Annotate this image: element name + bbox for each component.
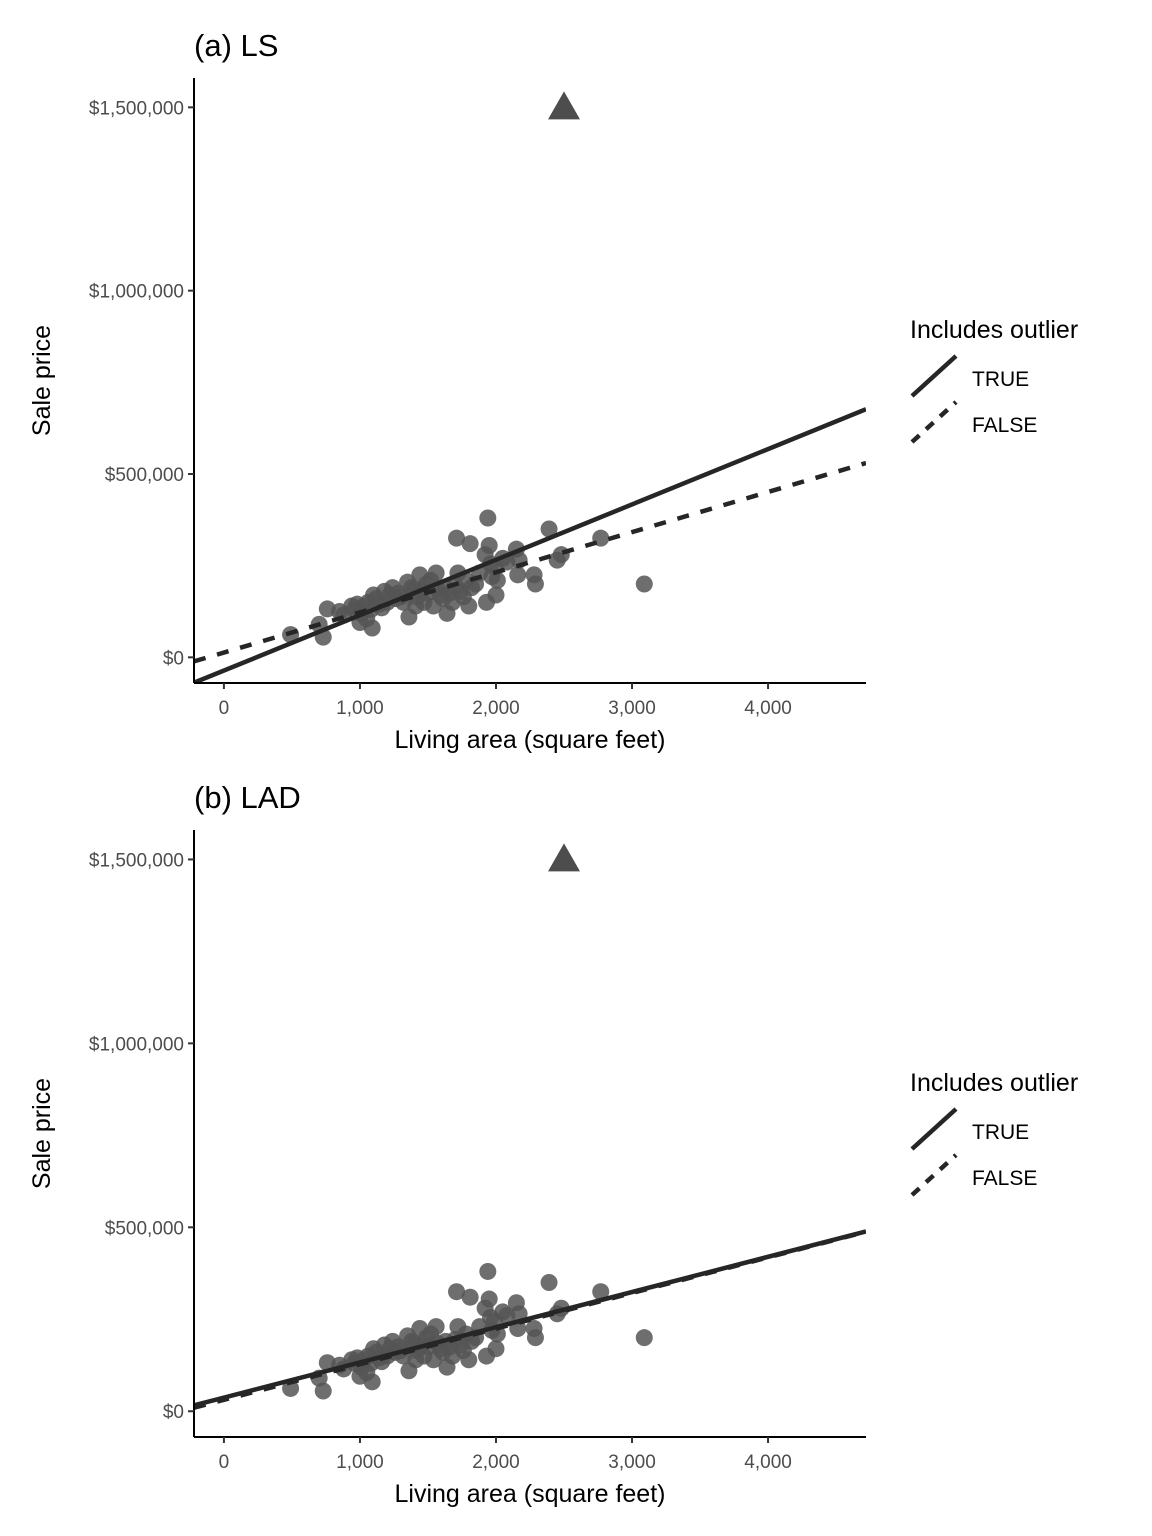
data-point [487,586,505,604]
fit-line-false [194,1229,866,1410]
legend-label-true: TRUE [972,368,1029,391]
x-axis-title: Living area (square feet) [395,726,666,754]
x-tick-label: 3,000 [608,1452,656,1473]
fit-line-false [194,460,866,664]
legend-title: Includes outlier [910,316,1078,344]
data-point [635,575,653,593]
y-tick-label: $1,500,000 [89,98,184,119]
data-point [363,619,381,637]
x-tick-label: 4,000 [744,698,792,719]
data-point [480,1290,498,1308]
data-point [460,1351,478,1369]
data-point [552,546,570,564]
data-point [461,535,479,553]
data-point [526,575,544,593]
x-tick-label: 3,000 [608,698,656,719]
data-point [480,537,498,554]
legend-label-true: TRUE [972,1121,1029,1144]
legend-key-false [910,1153,958,1197]
x-tick-label: 2,000 [472,1452,520,1473]
data-point [448,1283,466,1301]
x-tick-label: 1,000 [336,698,384,719]
y-tick-label: $1,000,000 [89,282,184,303]
outlier-triangle [548,843,581,872]
legend-key-true [910,1107,958,1151]
legend-title: Includes outlier [910,1069,1078,1097]
legend: Includes outlier TRUE FALSE [910,316,1078,444]
data-point [427,1318,445,1336]
y-tick-label: $500,000 [105,465,184,486]
panel-title: (a) LS [194,28,278,63]
data-point [479,509,497,527]
data-point [526,1329,544,1347]
data-point [509,566,527,584]
x-tick-label: 4,000 [744,1452,792,1473]
data-point [448,529,466,547]
y-axis-title: Sale price [28,1078,56,1189]
data-point [461,1288,479,1306]
y-tick-label: $0 [163,1402,184,1423]
x-tick-label: 1,000 [336,1452,384,1473]
data-point [540,520,558,538]
data-point [592,1283,610,1301]
x-tick-label: 0 [219,698,230,719]
fit-line-true [194,407,866,683]
data-point [427,564,445,582]
plot-area [194,843,866,1410]
data-point [314,1382,332,1400]
data-point [363,1373,381,1391]
x-axis-title: Living area (square feet) [395,1480,666,1508]
x-tick-label: 2,000 [472,698,520,719]
panel-title: (b) LAD [194,780,301,815]
outlier-triangle [548,91,581,120]
legend: Includes outlier TRUE FALSE [910,1069,1078,1197]
y-tick-label: $0 [163,648,184,669]
legend-key-true [910,354,958,398]
plot-area [194,91,866,683]
y-tick-label: $500,000 [105,1218,184,1239]
data-point [488,571,506,589]
x-tick-label: 0 [219,1452,230,1473]
data-point [540,1273,558,1291]
y-tick-label: $1,500,000 [89,850,184,871]
panel-ls: (a) LS 0 1,000 2,000 3,000 4,000 $0 $500,000 $1,… [28,28,1078,754]
legend-key-false [910,400,958,444]
data-point [282,1379,300,1397]
panel-lad: (b) LAD 0 1,000 2,000 3,000 4,000 $0 $500,000 $1… [28,780,1078,1508]
data-point [487,1340,505,1358]
legend-label-false: FALSE [972,1167,1037,1190]
y-tick-label: $1,000,000 [89,1034,184,1055]
data-point [635,1329,653,1347]
data-point [479,1262,497,1280]
legend-label-false: FALSE [972,414,1037,437]
y-axis-title: Sale price [28,325,56,436]
data-point [460,597,478,615]
